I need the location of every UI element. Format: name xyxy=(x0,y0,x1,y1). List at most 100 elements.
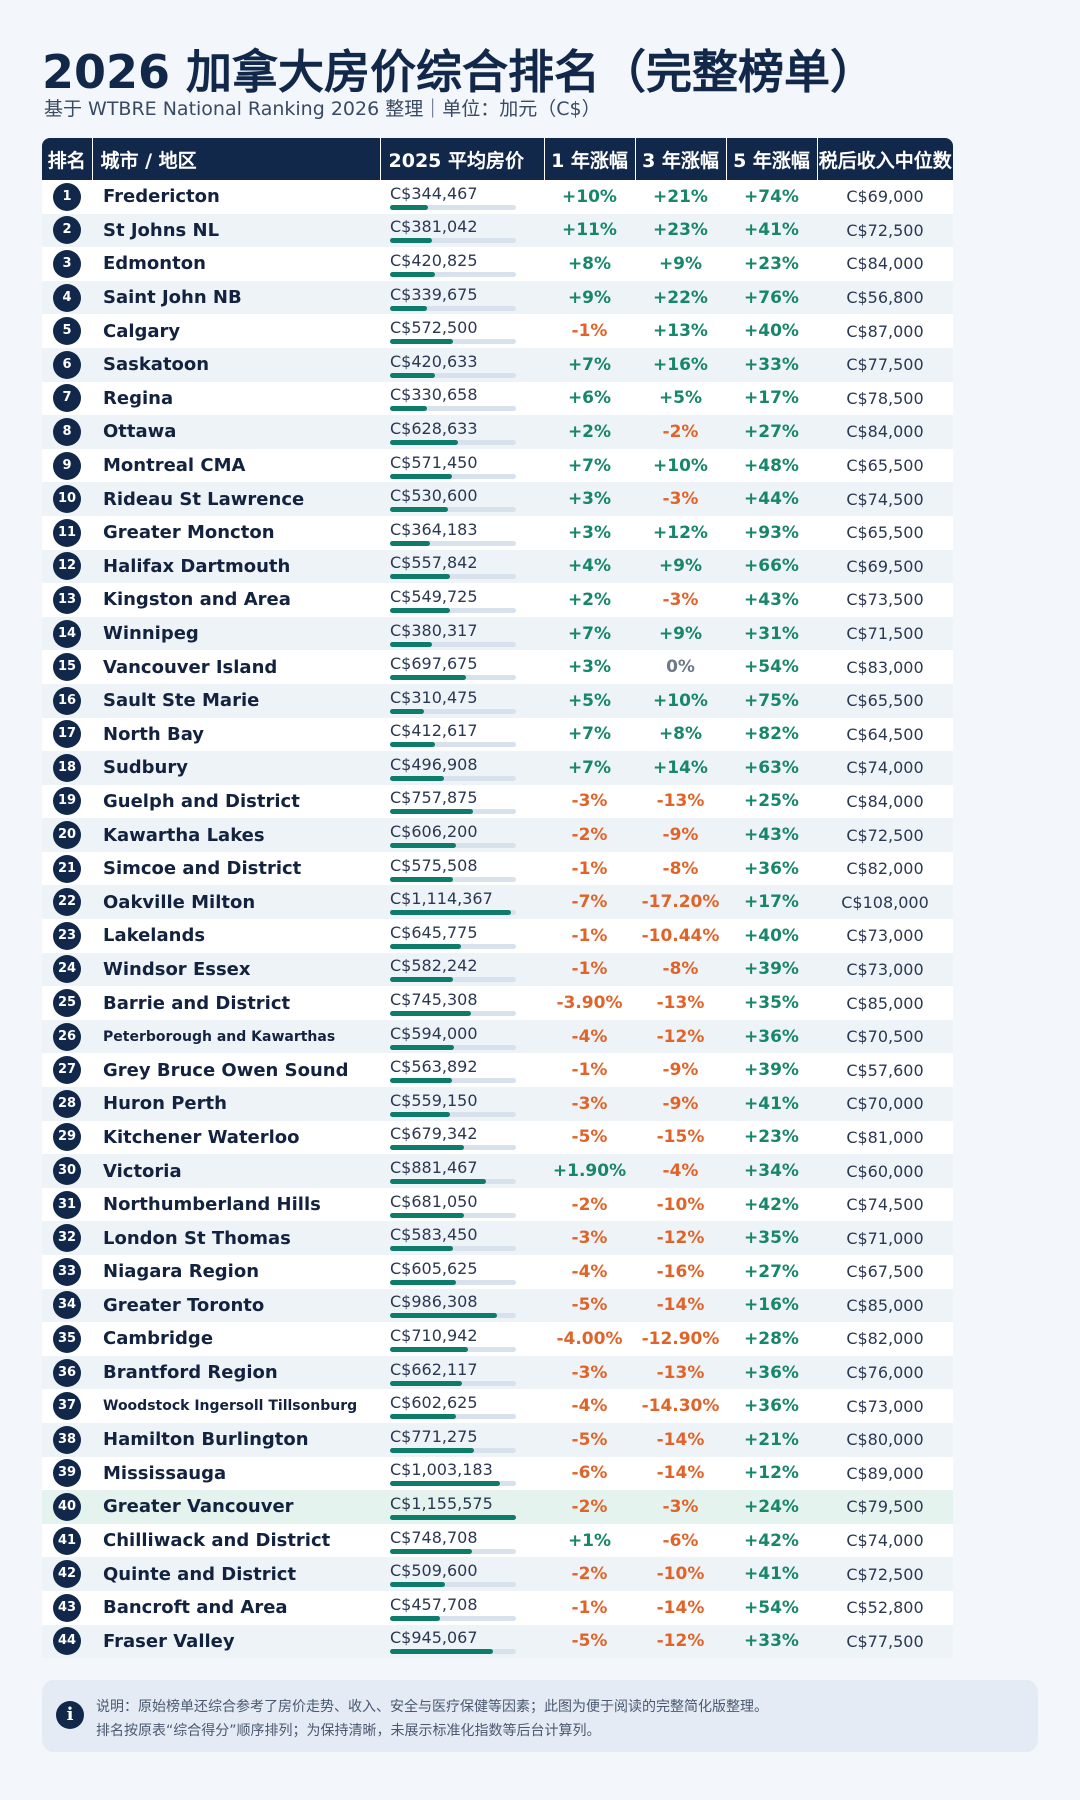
price-cell: C$594,000 xyxy=(380,1020,544,1054)
median-income: C$89,000 xyxy=(846,1463,924,1483)
price-cell: C$745,308 xyxy=(380,986,544,1020)
price-cell: C$549,725 xyxy=(380,583,544,617)
rank-cell: 33 xyxy=(42,1255,92,1289)
change-3y: -6% xyxy=(662,1530,699,1551)
table-row: 42 Quinte and District C$509,600 -2% -10% +41… xyxy=(42,1557,953,1591)
change-3y: -4% xyxy=(662,1161,699,1182)
rank-cell: 43 xyxy=(42,1591,92,1625)
rank-cell: 19 xyxy=(42,785,92,819)
price-cell: C$344,467 xyxy=(380,180,544,214)
price-bar-fill xyxy=(390,574,451,580)
change-1y: -2% xyxy=(571,1564,608,1585)
price-bar-fill xyxy=(390,1414,456,1420)
price-cell: C$681,050 xyxy=(380,1188,544,1222)
price-bar-track xyxy=(390,372,516,378)
median-income: C$77,500 xyxy=(846,1631,924,1651)
median-income: C$72,500 xyxy=(846,825,924,845)
median-income: C$76,000 xyxy=(846,1363,924,1383)
rank-cell: 38 xyxy=(42,1423,92,1457)
rank-cell: 26 xyxy=(42,1020,92,1054)
rank-badge: 3 xyxy=(53,249,81,278)
price-bar-fill xyxy=(390,406,427,412)
price-bar-track xyxy=(390,708,516,714)
rank-cell: 13 xyxy=(42,583,92,617)
price-cell: C$572,500 xyxy=(380,314,544,348)
average-price: C$1,114,367 xyxy=(390,889,493,909)
median-income: C$64,500 xyxy=(846,724,924,744)
rank-cell: 10 xyxy=(42,482,92,516)
table-row: 34 Greater Toronto C$986,308 -5% -14% +16% C$8… xyxy=(42,1288,953,1323)
change-3y: +16% xyxy=(653,354,708,375)
change-3y: -16% xyxy=(656,1261,705,1282)
change-3y: -14% xyxy=(656,1463,705,1484)
change-1y: -3.90% xyxy=(556,993,623,1014)
change-3y: -13% xyxy=(656,993,705,1014)
rank-cell: 16 xyxy=(42,684,92,718)
median-income: C$73,500 xyxy=(846,590,924,610)
price-bar-track xyxy=(390,1179,516,1185)
city-name: Regina xyxy=(103,387,174,409)
price-bar-fill xyxy=(390,204,428,210)
average-price: C$1,003,183 xyxy=(390,1460,493,1480)
city-name: Rideau St Lawrence xyxy=(103,488,305,510)
change-5y: +74% xyxy=(744,186,799,207)
table-row: 26 Peterborough and Kawarthas C$594,000 -4%… xyxy=(42,1019,953,1054)
table-row: 35 Cambridge C$710,942 -4.00% -12.90% +28% C$8… xyxy=(42,1322,953,1356)
change-1y: -2% xyxy=(571,825,608,846)
change-1y: -5% xyxy=(571,1631,608,1652)
rank-cell: 3 xyxy=(42,247,92,281)
change-5y: +17% xyxy=(744,892,799,913)
table-row: 23 Lakelands C$645,775 -1% -10.44% +40% C$73,0… xyxy=(42,919,953,953)
median-income: C$78,500 xyxy=(846,388,924,408)
change-1y: -5% xyxy=(571,1127,608,1148)
median-income: C$108,000 xyxy=(841,892,929,912)
change-5y: +23% xyxy=(744,1127,799,1148)
price-bar-track xyxy=(390,1649,516,1655)
change-5y: +40% xyxy=(744,321,799,342)
rank-badge: 33 xyxy=(53,1257,81,1286)
price-bar-fill xyxy=(390,775,445,781)
price-bar-track xyxy=(390,1313,516,1319)
change-3y: -9% xyxy=(662,1060,699,1081)
average-price: C$986,308 xyxy=(390,1292,478,1312)
rank-badge: 23 xyxy=(53,921,81,950)
rank-cell: 11 xyxy=(42,516,92,550)
rank-badge: 6 xyxy=(53,350,81,379)
change-5y: +93% xyxy=(744,522,799,543)
city-name: Halifax Dartmouth xyxy=(103,555,291,577)
price-bar-track xyxy=(390,1481,516,1487)
price-cell: C$496,908 xyxy=(380,751,544,785)
price-bar-track xyxy=(390,1111,516,1117)
price-bar-track xyxy=(390,339,516,345)
price-bar-track xyxy=(390,1212,516,1218)
price-bar-fill xyxy=(390,473,452,479)
rank-badge: 17 xyxy=(53,720,81,749)
change-3y: +13% xyxy=(653,321,708,342)
price-cell: C$557,842 xyxy=(380,550,544,584)
rank-badge: 8 xyxy=(53,417,81,446)
rank-cell: 36 xyxy=(42,1356,92,1390)
change-5y: +42% xyxy=(744,1530,799,1551)
table-row: 2 St Johns NL C$381,042 +11% +23% +41% C$72,50… xyxy=(42,213,953,248)
price-bar-track xyxy=(390,876,516,882)
price-cell: C$381,042 xyxy=(380,214,544,248)
median-income: C$74,000 xyxy=(846,1531,924,1551)
table-row: 30 Victoria C$881,467 +1.90% -4% +34% C$60,000 xyxy=(42,1154,953,1188)
rank-cell: 39 xyxy=(42,1457,92,1491)
median-income: C$69,000 xyxy=(846,187,924,207)
table-row: 14 Winnipeg C$380,317 +7% +9% +31% C$71,500 xyxy=(42,616,953,651)
table-row: 12 Halifax Dartmouth C$557,842 +4% +9% +66% C$… xyxy=(42,549,953,584)
table-row: 36 Brantford Region C$662,117 -3% -13% +36% C$… xyxy=(42,1355,953,1390)
median-income: C$73,000 xyxy=(846,926,924,946)
rank-cell: 29 xyxy=(42,1121,92,1155)
change-5y: +35% xyxy=(744,1228,799,1249)
rank-badge: 44 xyxy=(53,1627,81,1656)
city-name: Grey Bruce Owen Sound xyxy=(103,1059,349,1081)
price-cell: C$575,508 xyxy=(380,852,544,886)
price-cell: C$457,708 xyxy=(380,1591,544,1625)
change-5y: +54% xyxy=(744,657,799,678)
average-price: C$412,617 xyxy=(390,721,478,741)
rank-cell: 6 xyxy=(42,348,92,382)
rank-cell: 4 xyxy=(42,281,92,315)
change-3y: -3% xyxy=(662,589,699,610)
